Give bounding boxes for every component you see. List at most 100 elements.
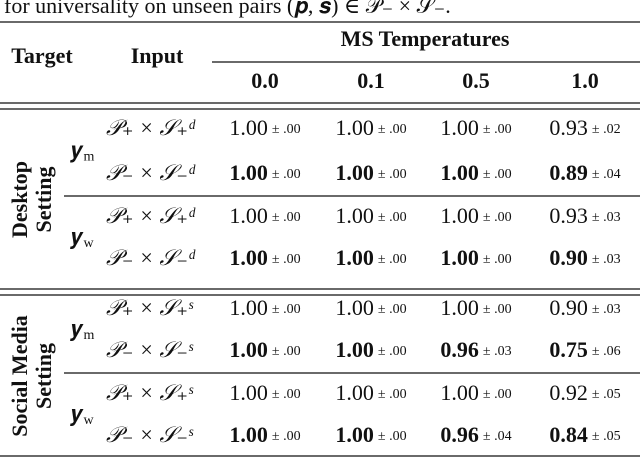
setting-line: Setting (31, 343, 56, 409)
header-target: Target (11, 43, 73, 68)
input-label: 𝒫₋ × 𝒮₋ˢ (106, 337, 194, 362)
cell-std: ± .00 (272, 344, 301, 359)
cell: 1.00 ± .00 (335, 337, 406, 362)
input-label: 𝒫₋ × 𝒮₋ᵈ (106, 245, 196, 270)
cell: 1.00 ± .00 (440, 245, 511, 270)
cell-value: 1.00 (440, 160, 479, 185)
cell: 1.00 ± .00 (229, 245, 300, 270)
cell: 1.00 ± .00 (335, 160, 406, 185)
cell-std: ± .00 (272, 252, 301, 267)
target-symbol: 𝒚m (70, 316, 95, 343)
cell: 1.00 ± .00 (335, 115, 406, 140)
cell: 1.00 ± .00 (440, 115, 511, 140)
cell-std: ± .03 (592, 252, 621, 267)
cell-std: ± .00 (272, 122, 301, 137)
header-input: Input (131, 43, 184, 68)
target-sub: m (84, 150, 95, 165)
cell-std: ± .05 (592, 387, 621, 402)
cell-std: ± .00 (378, 429, 407, 444)
cell: 1.00 ± .00 (335, 203, 406, 228)
target-sub: w (84, 236, 95, 251)
cell-value: 0.89 (549, 160, 588, 185)
cell-value: 1.00 (335, 245, 374, 270)
cell: 1.00 ± .00 (440, 203, 511, 228)
cell: 0.96 ± .03 (440, 337, 511, 362)
cell-value: 1.00 (440, 245, 479, 270)
cell-value: 1.00 (335, 337, 374, 362)
cell-std: ± .00 (483, 387, 512, 402)
cell: 1.00 ± .00 (335, 245, 406, 270)
cell-std: ± .00 (378, 302, 407, 317)
cell-value: 1.00 (229, 380, 268, 405)
cell: 1.00 ± .00 (335, 422, 406, 447)
temperature-header: 1.0 (571, 68, 599, 93)
cell-std: ± .00 (378, 210, 407, 225)
cell-value: 0.92 (549, 380, 588, 405)
cell-value: 1.00 (335, 115, 374, 140)
cell: 0.89 ± .04 (549, 160, 620, 185)
cell-std: ± .00 (272, 167, 301, 182)
cell-std: ± .00 (483, 122, 512, 137)
cell-value: 0.90 (549, 245, 588, 270)
cell-value: 1.00 (335, 422, 374, 447)
cell: 1.00 ± .00 (440, 380, 511, 405)
cell-value: 0.96 (440, 337, 479, 362)
input-label: 𝒫₊ × 𝒮₊ᵈ (106, 203, 196, 228)
cell-value: 0.75 (549, 337, 588, 362)
cell: 0.93 ± .02 (549, 115, 620, 140)
cell: 1.00 ± .00 (229, 422, 300, 447)
cell: 1.00 ± .00 (229, 115, 300, 140)
cell-value: 1.00 (440, 203, 479, 228)
cell-value: 1.00 (229, 245, 268, 270)
cell-value: 0.84 (549, 422, 588, 447)
cell-std: ± .02 (592, 122, 621, 137)
caption: for universality on unseen pairs (𝒑, 𝒔) … (4, 0, 451, 18)
cell-std: ± .00 (378, 344, 407, 359)
cell-value: 1.00 (229, 203, 268, 228)
cell: 1.00 ± .00 (335, 295, 406, 320)
input-label: 𝒫₊ × 𝒮₊ᵈ (106, 115, 196, 140)
cell-value: 1.00 (229, 160, 268, 185)
cell: 1.00 ± .00 (440, 160, 511, 185)
cell-std: ± .00 (272, 210, 301, 225)
cell: 0.90 ± .03 (549, 245, 620, 270)
cell-value: 1.00 (335, 160, 374, 185)
input-label: 𝒫₋ × 𝒮₋ᵈ (106, 160, 196, 185)
cell-std: ± .00 (378, 167, 407, 182)
target-base: 𝒚 (70, 138, 84, 163)
cell-std: ± .00 (272, 302, 301, 317)
setting-label: Social MediaSetting (7, 315, 56, 437)
target-base: 𝒚 (70, 316, 84, 341)
cell-std: ± .03 (592, 302, 621, 317)
cell-std: ± .04 (483, 429, 512, 444)
cell-value: 1.00 (440, 115, 479, 140)
input-label: 𝒫₋ × 𝒮₋ˢ (106, 422, 194, 447)
cell-value: 1.00 (335, 203, 374, 228)
target-symbol: 𝒚w (70, 401, 95, 428)
cell-value: 0.90 (549, 295, 588, 320)
cell: 0.75 ± .06 (549, 337, 620, 362)
cell: 0.96 ± .04 (440, 422, 511, 447)
cell-value: 1.00 (335, 380, 374, 405)
cell-std: ± .03 (592, 210, 621, 225)
temperature-header: 0.5 (462, 68, 490, 93)
cell-std: ± .06 (592, 344, 621, 359)
cell: 1.00 ± .00 (229, 203, 300, 228)
cell-std: ± .00 (378, 122, 407, 137)
cell-std: ± .00 (272, 387, 301, 402)
cell-value: 1.00 (229, 337, 268, 362)
setting-label: DesktopSetting (7, 161, 56, 238)
cell-std: ± .00 (378, 252, 407, 267)
target-sub: m (84, 328, 95, 343)
cell-value: 1.00 (229, 295, 268, 320)
target-base: 𝒚 (70, 224, 84, 249)
temperature-header: 0.0 (251, 68, 279, 93)
cell: 1.00 ± .00 (335, 380, 406, 405)
target-symbol: 𝒚w (70, 224, 95, 251)
cell-value: 1.00 (229, 115, 268, 140)
cell: 1.00 ± .00 (229, 380, 300, 405)
cell: 0.93 ± .03 (549, 203, 620, 228)
setting-line: Social Media (7, 315, 32, 437)
temperature-header: 0.1 (357, 68, 385, 93)
cell-std: ± .00 (483, 167, 512, 182)
